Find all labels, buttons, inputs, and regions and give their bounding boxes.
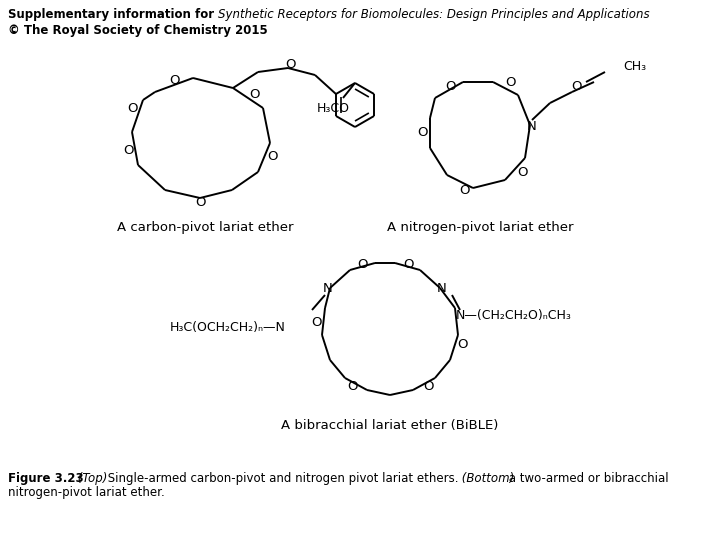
Text: O: O: [168, 75, 179, 87]
Text: O: O: [194, 195, 205, 208]
Text: O: O: [517, 165, 527, 179]
Text: O: O: [417, 126, 427, 139]
Text: O: O: [356, 259, 367, 272]
Text: © The Royal Society of Chemistry 2015: © The Royal Society of Chemistry 2015: [8, 24, 268, 37]
Text: O: O: [460, 184, 470, 197]
Text: O: O: [347, 381, 357, 394]
Text: O: O: [445, 79, 455, 92]
Text: O: O: [423, 381, 433, 394]
Text: A bibracchial lariat ether (BiBLE): A bibracchial lariat ether (BiBLE): [282, 418, 499, 431]
Text: N—(CH₂CH₂O)ₙCH₃: N—(CH₂CH₂O)ₙCH₃: [456, 308, 572, 321]
Text: O: O: [122, 144, 133, 157]
Text: O: O: [571, 80, 581, 93]
Text: N: N: [437, 282, 447, 295]
Text: a two-armed or bibracchial: a two-armed or bibracchial: [505, 472, 669, 485]
Text: A carbon-pivot lariat ether: A carbon-pivot lariat ether: [117, 221, 293, 234]
Text: (Bottom): (Bottom): [458, 472, 514, 485]
Text: Figure 3.23: Figure 3.23: [8, 472, 84, 485]
Text: H₃C(OCH₂CH₂)ₙ—N: H₃C(OCH₂CH₂)ₙ—N: [170, 321, 286, 334]
Text: O: O: [311, 316, 321, 329]
Text: Synthetic Receptors for Biomolecules: Design Principles and Applications: Synthetic Receptors for Biomolecules: De…: [218, 8, 649, 21]
Text: O: O: [266, 151, 277, 164]
Text: O: O: [505, 77, 516, 90]
Text: O: O: [284, 57, 295, 71]
Text: Supplementary information for: Supplementary information for: [8, 8, 218, 21]
Text: nitrogen-pivot lariat ether.: nitrogen-pivot lariat ether.: [8, 486, 165, 499]
Text: O: O: [402, 258, 413, 271]
Text: H₃CO: H₃CO: [317, 102, 349, 114]
Text: Single-armed carbon-pivot and nitrogen pivot lariat ethers.: Single-armed carbon-pivot and nitrogen p…: [104, 472, 459, 485]
Text: O: O: [248, 89, 259, 102]
Text: O: O: [127, 102, 138, 114]
Text: N: N: [323, 282, 333, 295]
Text: N: N: [527, 120, 537, 133]
Text: CH₃: CH₃: [623, 60, 646, 73]
Text: O: O: [456, 339, 467, 352]
Text: A nitrogen-pivot lariat ether: A nitrogen-pivot lariat ether: [387, 221, 573, 234]
Text: (Top): (Top): [74, 472, 107, 485]
